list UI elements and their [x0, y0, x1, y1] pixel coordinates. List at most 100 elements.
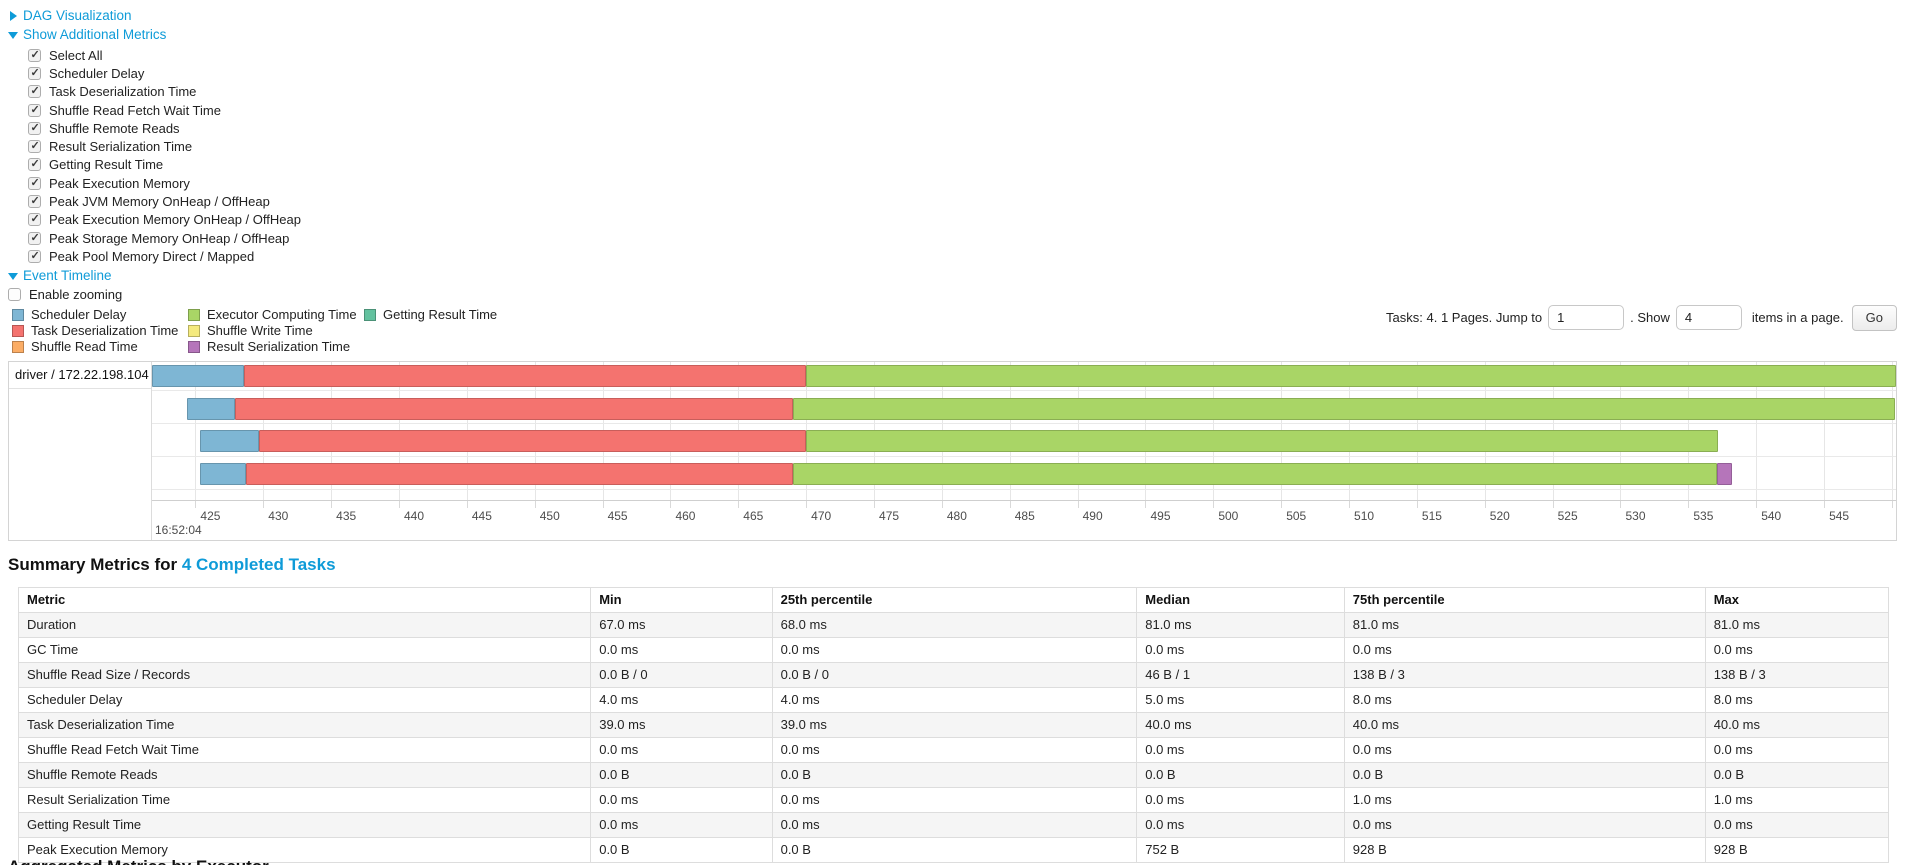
metric-checkbox-label: Result Serialization Time: [49, 139, 193, 155]
summary-metrics-table: Metric Min 25th percentile Median 75th perce…: [17, 586, 1890, 863]
task-segment-executor-computing[interactable]: [806, 429, 1719, 452]
metric-checkbox-item: Result Serialization Time: [28, 137, 1907, 155]
summary-metrics-title: Summary Metrics for 4 Completed Tasks: [8, 555, 1907, 577]
task-segment-task-deserialization[interactable]: [234, 397, 793, 420]
task-segment-result-serialization[interactable]: [1716, 462, 1732, 485]
metric-checkbox-item: Select All: [28, 46, 1907, 64]
axis-tickmark: [806, 500, 808, 508]
row-separator-line: [152, 455, 1896, 457]
event-timeline-toggle[interactable]: Event Timeline: [8, 268, 1907, 283]
metric-value-cell: 138 B / 3: [1343, 661, 1706, 688]
metric-value-cell: 0.0 B: [771, 836, 1138, 863]
axis-tick-label: 455: [607, 508, 628, 523]
metric-checkbox[interactable]: [28, 213, 41, 227]
timeline-legend-strip: Scheduler Delay Task Deserialization Time…: [8, 304, 1907, 355]
metric-value-cell: 0.0 ms: [771, 811, 1138, 838]
legend-swatch-icon: [188, 324, 200, 337]
task-segment-executor-computing[interactable]: [792, 462, 1717, 485]
metric-value-cell: 81.0 ms: [1343, 611, 1706, 638]
summary-header-row: Metric Min 25th percentile Median 75th perce…: [17, 586, 1890, 613]
summary-metric-row: Duration 67.0 ms 68.0 ms 81.0 ms 81.0 ms 81.0…: [17, 611, 1890, 638]
summary-metric-row: Result Serialization Time 0.0 ms 0.0 ms 0.0…: [17, 786, 1890, 813]
axis-tick-label: 520: [1489, 508, 1510, 523]
pagination-prefix-text: Tasks: 4. 1 Pages. Jump to: [1386, 310, 1543, 326]
metrics-checkbox-list: Select All Scheduler Delay Task Deserializ…: [28, 46, 1907, 266]
metric-checkbox[interactable]: [28, 176, 41, 190]
axis-tick-label: 540: [1761, 508, 1782, 523]
metric-value-cell: 0.0 ms: [1343, 636, 1706, 663]
metric-checkbox[interactable]: [28, 48, 41, 62]
axis-tick-label: 500: [1218, 508, 1239, 523]
axis-tickmark: [1145, 500, 1147, 508]
metric-value-cell: 1.0 ms: [1704, 786, 1890, 813]
legend-swatch-icon: [12, 340, 24, 353]
metric-value-cell: 81.0 ms: [1704, 611, 1890, 638]
axis-tickmark: [1281, 500, 1283, 508]
legend-item-label: Shuffle Write Time: [207, 323, 313, 339]
legend-swatch-icon: [12, 308, 24, 321]
axis-tickmark: [874, 500, 876, 508]
legend-swatch-icon: [364, 308, 376, 321]
axis-tick-label: 530: [1625, 508, 1646, 523]
legend-swatch-icon: [188, 308, 200, 321]
summary-metric-row: Peak Execution Memory 0.0 B 0.0 B 752 B 928 …: [17, 836, 1890, 863]
summary-metric-row: Task Deserialization Time 39.0 ms 39.0 ms 4…: [17, 711, 1890, 738]
summary-metric-row: Scheduler Delay 4.0 ms 4.0 ms 5.0 ms 8.0 ms 8…: [17, 686, 1890, 713]
summary-metric-row: Getting Result Time 0.0 ms 0.0 ms 0.0 ms 0.0…: [17, 811, 1890, 838]
task-segment-scheduler-delay[interactable]: [199, 429, 260, 452]
metric-value-cell: 39.0 ms: [590, 711, 773, 738]
task-segment-task-deserialization[interactable]: [259, 429, 807, 452]
metric-checkbox-item: Shuffle Remote Reads: [28, 119, 1907, 137]
jump-to-page-input[interactable]: [1548, 305, 1625, 331]
metric-checkbox[interactable]: [28, 121, 41, 135]
metric-name-cell: Shuffle Read Size / Records: [17, 661, 592, 688]
task-timeline-row: [152, 397, 1896, 420]
metric-checkbox-label: Shuffle Read Fetch Wait Time: [49, 102, 221, 118]
show-additional-metrics-toggle[interactable]: Show Additional Metrics: [8, 27, 1907, 42]
metric-checkbox[interactable]: [28, 231, 41, 245]
axis-tick-label: 485: [1014, 508, 1035, 523]
enable-zooming-row: Enable zooming: [8, 287, 1907, 303]
completed-tasks-link[interactable]: 4 Completed Tasks: [181, 554, 336, 574]
axis-tick-label: 510: [1354, 508, 1375, 523]
task-segment-task-deserialization[interactable]: [244, 364, 807, 387]
metric-checkbox[interactable]: [28, 140, 41, 154]
enable-zooming-checkbox[interactable]: [8, 288, 21, 302]
metric-checkbox[interactable]: [28, 158, 41, 172]
metric-checkbox[interactable]: [28, 249, 41, 263]
task-segment-scheduler-delay[interactable]: [187, 397, 235, 420]
legend-item-label: Shuffle Read Time: [31, 339, 138, 355]
items-per-page-input[interactable]: [1675, 305, 1742, 331]
metric-checkbox[interactable]: [28, 85, 41, 99]
axis-tickmark: [399, 500, 400, 508]
metric-checkbox[interactable]: [28, 66, 41, 80]
metric-value-cell: 0.0 ms: [1136, 811, 1345, 838]
task-timeline-row: [152, 462, 1896, 485]
legend-item: Scheduler Delay: [12, 307, 188, 323]
metric-value-cell: 0.0 B: [771, 761, 1138, 788]
metric-name-cell: Shuffle Remote Reads: [17, 761, 592, 788]
event-timeline-chart: driver / 172.22.198.104 425 430 435 440 445 4…: [8, 360, 1897, 541]
task-segment-scheduler-delay[interactable]: [199, 462, 246, 485]
legend-column: Scheduler Delay Task Deserialization Time…: [12, 307, 188, 355]
go-button[interactable]: Go: [1851, 304, 1897, 331]
metric-value-cell: 8.0 ms: [1343, 686, 1706, 713]
task-segment-scheduler-delay[interactable]: [152, 364, 245, 387]
task-segment-executor-computing[interactable]: [806, 364, 1896, 387]
axis-tickmark: [1552, 500, 1554, 508]
metric-checkbox[interactable]: [28, 195, 41, 209]
axis-tick-label: 535: [1693, 508, 1714, 523]
dag-visualization-label: DAG Visualization: [23, 8, 132, 23]
metric-checkbox-label: Peak Pool Memory Direct / Mapped: [49, 248, 255, 264]
legend-item-label: Task Deserialization Time: [31, 323, 179, 339]
metric-checkbox[interactable]: [28, 103, 41, 117]
axis-tickmark: [1620, 500, 1622, 508]
task-segment-executor-computing[interactable]: [792, 397, 1895, 420]
legend-item-label: Executor Computing Time: [207, 307, 357, 323]
metric-value-cell: 40.0 ms: [1343, 711, 1706, 738]
dag-visualization-toggle[interactable]: DAG Visualization: [8, 8, 1907, 23]
metric-checkbox-label: Select All: [49, 47, 103, 63]
axis-tick-label: 465: [743, 508, 764, 523]
show-additional-metrics-label: Show Additional Metrics: [23, 27, 167, 42]
task-segment-task-deserialization[interactable]: [245, 462, 793, 485]
